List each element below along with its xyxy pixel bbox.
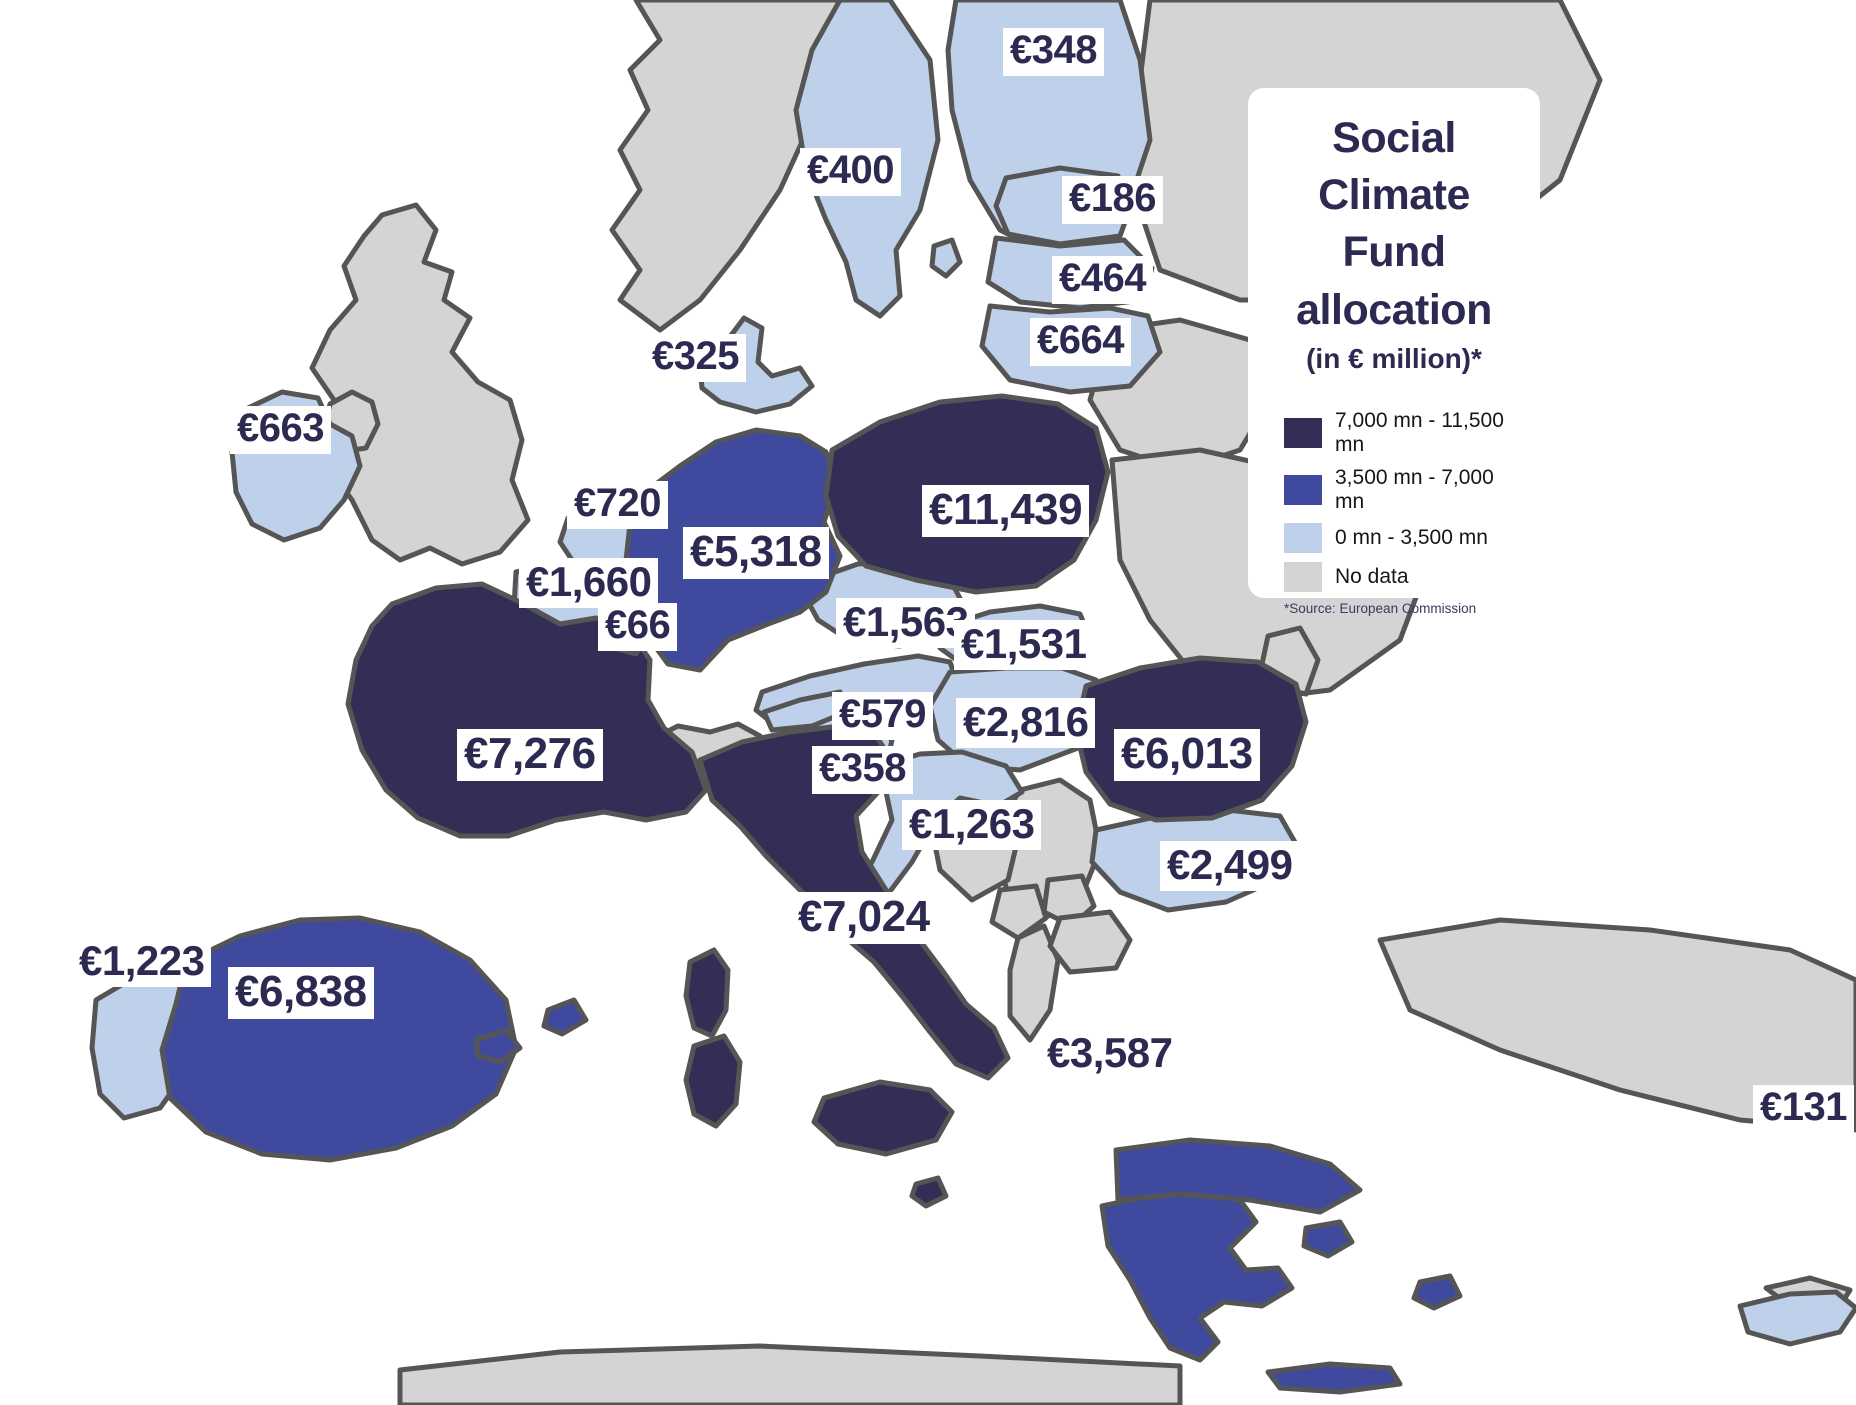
legend-swatch-mid [1284,474,1322,505]
map-value-label-latvia: €464 [1052,256,1153,304]
region-spain [159,915,519,1163]
region-turkey [1377,917,1856,1133]
region-gotland [929,237,963,279]
map-value-label-greece: €3,587 [1040,1029,1180,1079]
region-balearic-islands [473,1027,523,1065]
map-value-label-netherlands: €720 [567,481,668,529]
legend-label-high: 7,000 mn - 11,500 mn [1335,408,1504,456]
map-value-label-cyprus: €131 [1753,1085,1854,1133]
legend-swatch-low [1284,522,1322,553]
legend-label-nodata: No data [1335,564,1409,588]
legend-swatch-high [1284,417,1322,448]
region-north-macedonia [1047,909,1133,975]
region-cyprus [1737,1289,1856,1347]
map-value-label-belgium: €1,660 [519,558,659,608]
map-value-label-finland: €348 [1003,28,1104,76]
legend-row-high: 7,000 mn - 11,500 mn [1284,409,1524,457]
map-value-label-germany: €5,318 [683,527,829,579]
map-value-label-austria: €579 [832,692,933,740]
map-value-label-denmark: €325 [645,334,746,382]
map-value-label-portugal: €1,223 [72,937,212,987]
region-sicily [811,1079,955,1157]
legend-panel: Social Climate Fund allocation (in € mil… [1248,88,1540,616]
map-value-label-lithuania: €664 [1030,318,1131,366]
region-montenegro [989,883,1049,941]
region-sardinia [683,1033,743,1129]
region-north-africa [397,1343,1183,1405]
region-corsica [683,947,731,1039]
map-value-label-bulgaria: €2,499 [1160,841,1300,891]
legend-row-low: 0 mn - 3,500 mn [1284,522,1524,553]
region-greece-north [1113,1137,1363,1215]
region-albania [1007,923,1061,1043]
region-greece [1099,1189,1295,1363]
region-malta [909,1175,949,1209]
region-ibiza [541,997,589,1037]
map-value-label-slovakia: €1,531 [954,620,1094,670]
legend-title-line-1: Social [1332,114,1456,162]
legend-title-line-3: Fund [1342,228,1446,277]
legend-title-line-4: allocation [1296,285,1492,334]
map-value-label-ireland: €663 [230,406,331,454]
region-united-kingdom [309,202,531,567]
legend-source: *Source: European Commission [1284,600,1477,616]
region-rhodes [1411,1273,1463,1311]
map-value-label-slovenia: €358 [812,746,913,794]
legend-row-mid: 3,500 mn - 7,000 mn [1284,466,1524,514]
region-aegean-islands [1301,1219,1355,1259]
map-value-label-hungary: €2,816 [956,698,1096,748]
legend-title-line-2: Climate [1318,171,1470,220]
legend-title: Social Climate Fund allocation [1264,110,1524,339]
map-value-label-italy: €7,024 [791,892,937,944]
legend-swatch-nodata [1284,561,1322,592]
legend-row-nodata: No data [1284,561,1524,592]
map-value-label-luxembourg: €66 [598,603,678,651]
legend-label-low: 0 mn - 3,500 mn [1335,525,1488,549]
legend-items: 7,000 mn - 11,500 mn 3,500 mn - 7,000 mn… [1264,409,1524,592]
map-value-label-sweden: €400 [800,148,901,196]
map-value-label-estonia: €186 [1062,176,1163,224]
legend-subtitle: (in € million)* [1306,342,1482,374]
map-value-label-romania: €6,013 [1114,729,1260,781]
map-value-label-france: €7,276 [457,729,603,781]
map-value-label-poland: €11,439 [922,485,1090,537]
legend-label-mid: 3,500 mn - 7,000 mn [1335,465,1494,513]
map-value-label-croatia: €1,263 [902,800,1042,850]
map-value-label-spain: €6,838 [228,967,374,1019]
map-value-label-czechia: €1,563 [836,598,976,648]
region-crete [1265,1361,1403,1395]
